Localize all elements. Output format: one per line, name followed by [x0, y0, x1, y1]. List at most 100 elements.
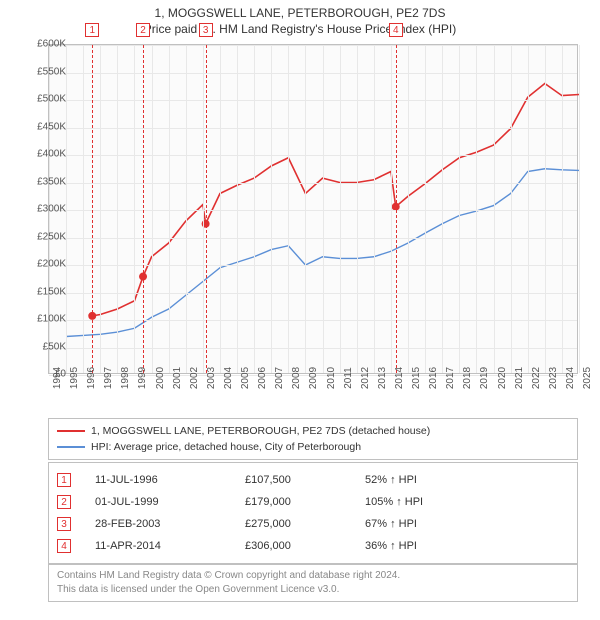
transaction-price: £306,000 [245, 540, 365, 552]
x-axis-label: 1999 [137, 367, 148, 389]
footer-line2: This data is licensed under the Open Gov… [57, 583, 569, 597]
transaction-pct: 67% ↑ HPI [365, 518, 485, 530]
transaction-date: 11-JUL-1996 [95, 474, 245, 486]
sale-marker-box: 2 [136, 23, 150, 37]
sale-marker-box: 4 [389, 23, 403, 37]
gridline-v [117, 45, 118, 373]
gridline-v [186, 45, 187, 373]
x-axis-label: 1994 [52, 367, 63, 389]
x-axis-label: 2022 [531, 367, 542, 389]
x-axis-label: 2003 [206, 367, 217, 389]
transaction-index-box: 2 [57, 495, 71, 509]
transaction-pct: 52% ↑ HPI [365, 474, 485, 486]
gridline-v [374, 45, 375, 373]
gridline-v [83, 45, 84, 373]
legend-item: 1, MOGGSWELL LANE, PETERBOROUGH, PE2 7DS… [57, 423, 569, 439]
x-axis-label: 1998 [120, 367, 131, 389]
y-axis-label: £550K [20, 66, 66, 77]
sale-marker-line [92, 45, 93, 373]
sale-marker-line [206, 45, 207, 373]
gridline-v [66, 45, 67, 373]
gridline-v [425, 45, 426, 373]
x-axis-label: 2021 [514, 367, 525, 389]
gridline-h [49, 128, 577, 129]
title-line1: 1, MOGGSWELL LANE, PETERBOROUGH, PE2 7DS [0, 6, 600, 20]
x-axis-label: 2012 [360, 367, 371, 389]
y-axis-label: £200K [20, 259, 66, 270]
legend-label: 1, MOGGSWELL LANE, PETERBOROUGH, PE2 7DS… [91, 423, 430, 439]
transaction-price: £107,500 [245, 474, 365, 486]
x-axis-label: 2007 [274, 367, 285, 389]
gridline-v [391, 45, 392, 373]
x-axis-label: 2002 [189, 367, 200, 389]
gridline-h [49, 320, 577, 321]
gridline-h [49, 45, 577, 46]
transaction-row: 111-JUL-1996£107,50052% ↑ HPI [57, 469, 569, 491]
sale-marker-box: 3 [199, 23, 213, 37]
x-axis-label: 2001 [172, 367, 183, 389]
gridline-v [340, 45, 341, 373]
gridline-h [49, 293, 577, 294]
gridline-v [459, 45, 460, 373]
footer-line1: Contains HM Land Registry data © Crown c… [57, 569, 569, 583]
transaction-date: 28-FEB-2003 [95, 518, 245, 530]
gridline-h [49, 155, 577, 156]
sale-marker-line [396, 45, 397, 373]
x-axis-label: 2016 [428, 367, 439, 389]
y-axis-label: £400K [20, 149, 66, 160]
transaction-price: £275,000 [245, 518, 365, 530]
x-axis-label: 2010 [326, 367, 337, 389]
gridline-v [357, 45, 358, 373]
y-axis-label: £50K [20, 341, 66, 352]
footer-attribution: Contains HM Land Registry data © Crown c… [48, 564, 578, 602]
y-axis-label: £500K [20, 94, 66, 105]
y-axis-label: £250K [20, 231, 66, 242]
y-axis-label: £600K [20, 39, 66, 50]
x-axis-label: 2023 [548, 367, 559, 389]
transaction-row: 328-FEB-2003£275,00067% ↑ HPI [57, 513, 569, 535]
sale-marker-box: 1 [85, 23, 99, 37]
x-axis-label: 2014 [394, 367, 405, 389]
transaction-price: £179,000 [245, 496, 365, 508]
x-axis-label: 2019 [479, 367, 490, 389]
gridline-v [562, 45, 563, 373]
gridline-v [305, 45, 306, 373]
transaction-row: 201-JUL-1999£179,000105% ↑ HPI [57, 491, 569, 513]
legend-item: HPI: Average price, detached house, City… [57, 439, 569, 455]
transaction-index-box: 4 [57, 539, 71, 553]
y-axis-label: £350K [20, 176, 66, 187]
gridline-v [169, 45, 170, 373]
transaction-row: 411-APR-2014£306,00036% ↑ HPI [57, 535, 569, 557]
gridline-v [237, 45, 238, 373]
transaction-pct: 36% ↑ HPI [365, 540, 485, 552]
transaction-pct: 105% ↑ HPI [365, 496, 485, 508]
x-axis-label: 2008 [291, 367, 302, 389]
gridline-v [100, 45, 101, 373]
x-axis-label: 2004 [223, 367, 234, 389]
x-axis-label: 1995 [69, 367, 80, 389]
x-axis-label: 2011 [343, 367, 354, 389]
gridline-v [152, 45, 153, 373]
legend-swatch [57, 446, 85, 448]
gridline-v [408, 45, 409, 373]
gridline-v [220, 45, 221, 373]
x-axis-label: 2005 [240, 367, 251, 389]
x-axis-label: 2025 [582, 367, 593, 389]
transactions-table: 111-JUL-1996£107,50052% ↑ HPI201-JUL-199… [48, 462, 578, 564]
x-axis-label: 2006 [257, 367, 268, 389]
gridline-v [323, 45, 324, 373]
gridline-h [49, 100, 577, 101]
gridline-v [528, 45, 529, 373]
x-axis-label: 2009 [308, 367, 319, 389]
y-axis-label: £300K [20, 204, 66, 215]
gridline-v [511, 45, 512, 373]
gridline-v [271, 45, 272, 373]
gridline-h [49, 238, 577, 239]
x-axis-label: 2000 [155, 367, 166, 389]
gridline-h [49, 73, 577, 74]
gridline-h [49, 183, 577, 184]
gridline-h [49, 265, 577, 266]
gridline-v [545, 45, 546, 373]
gridline-v [203, 45, 204, 373]
x-axis-label: 2017 [445, 367, 456, 389]
